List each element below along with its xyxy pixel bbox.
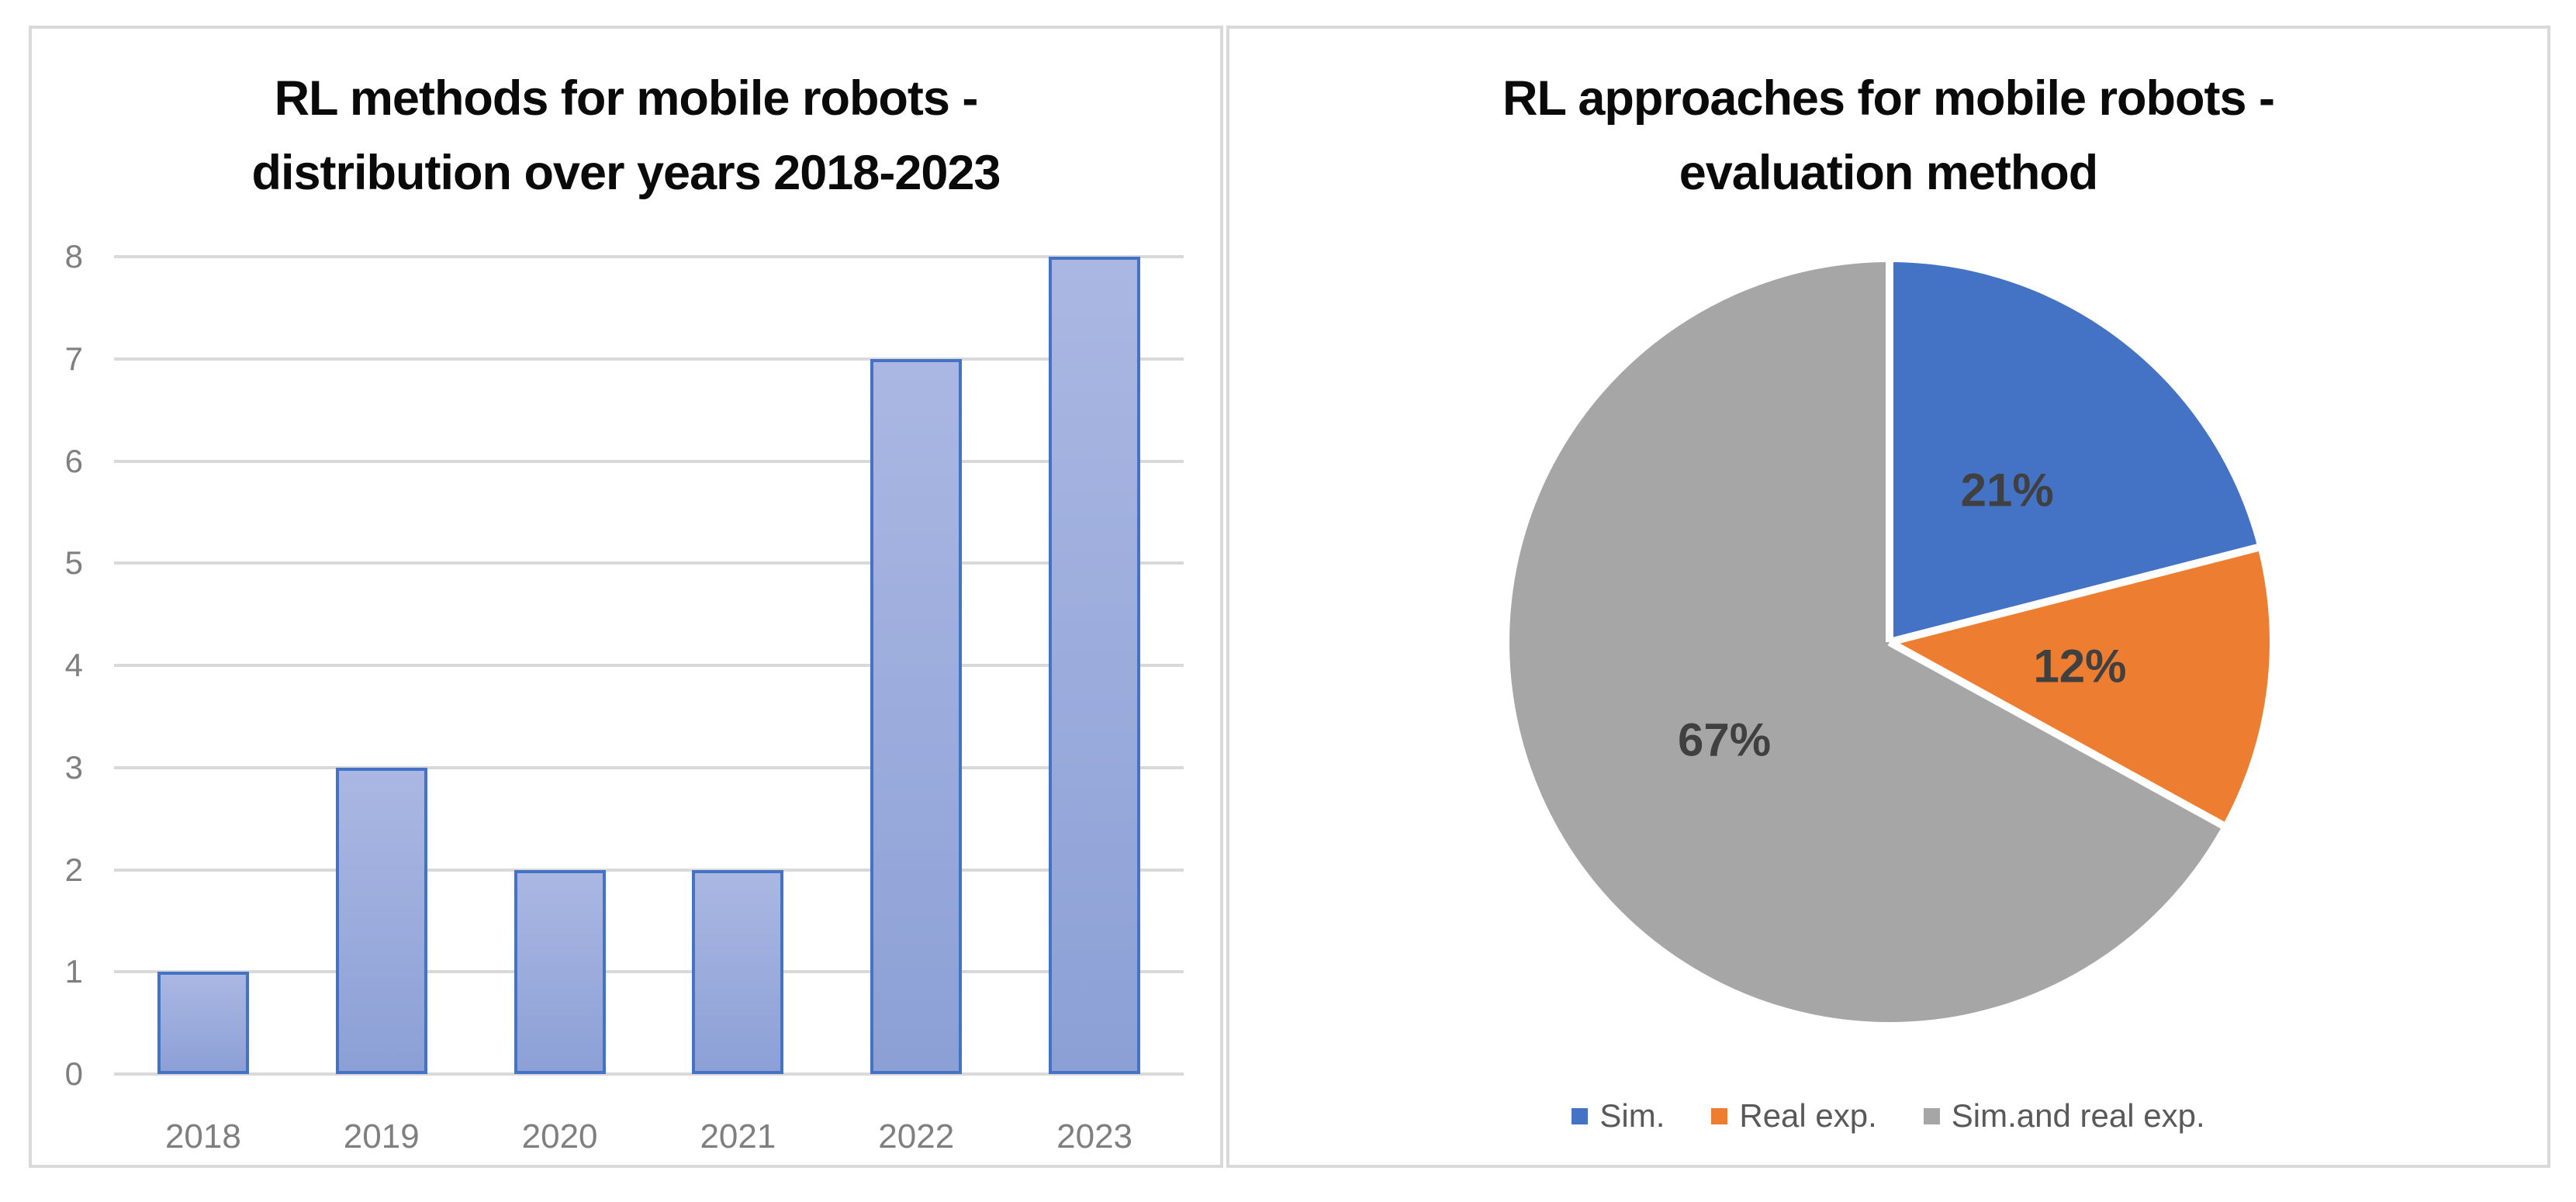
bar bbox=[513, 869, 606, 1074]
legend-swatch bbox=[1711, 1107, 1728, 1124]
pie-data-label: 21% bbox=[1960, 464, 2054, 516]
gridline bbox=[114, 561, 1184, 565]
x-axis-category-label: 2022 bbox=[878, 1117, 955, 1155]
bar bbox=[692, 869, 784, 1074]
legend-item: Sim.and real exp. bbox=[1923, 1097, 2205, 1135]
pie-chart-title: RL approaches for mobile robots - evalua… bbox=[1229, 61, 2547, 210]
bar-chart-panel: RL methods for mobile robots - distribut… bbox=[29, 26, 1223, 1168]
x-axis-category-label: 2019 bbox=[343, 1117, 420, 1155]
bar-plot-area bbox=[114, 255, 1184, 1076]
y-axis-tick-label: 2 bbox=[64, 851, 83, 888]
y-axis-tick-label: 4 bbox=[64, 647, 83, 683]
x-axis-category-label: 2018 bbox=[164, 1117, 241, 1155]
x-axis-category-label: 2023 bbox=[1056, 1117, 1133, 1155]
legend-item: Real exp. bbox=[1711, 1097, 1877, 1135]
gridline bbox=[114, 357, 1184, 361]
bar bbox=[870, 358, 963, 1074]
y-axis-tick-label: 6 bbox=[64, 442, 83, 479]
y-axis-tick-label: 0 bbox=[64, 1055, 83, 1092]
legend-label: Sim.and real exp. bbox=[1951, 1097, 2205, 1134]
y-axis-tick-label: 1 bbox=[64, 953, 83, 990]
pie-chart-title-line1: RL approaches for mobile robots - bbox=[1502, 71, 2275, 126]
gridline bbox=[114, 255, 1184, 258]
bar bbox=[1049, 257, 1141, 1074]
bar bbox=[157, 972, 249, 1074]
y-axis-tick-label: 3 bbox=[64, 748, 83, 786]
bar-chart-title-line2: distribution over years 2018-2023 bbox=[251, 146, 1001, 200]
x-axis-category-label: 2021 bbox=[700, 1117, 776, 1155]
bar-chart-title: RL methods for mobile robots - distribut… bbox=[32, 61, 1220, 210]
y-axis-tick-label: 8 bbox=[64, 238, 83, 275]
gridline bbox=[114, 970, 1184, 974]
gridline bbox=[114, 459, 1184, 463]
gridline bbox=[114, 765, 1184, 769]
pie-slice-separator bbox=[1886, 262, 1893, 642]
pie-legend: Sim. Real exp. Sim.and real exp. bbox=[1229, 1097, 2547, 1135]
gridline bbox=[114, 664, 1184, 667]
x-axis-category-label: 2020 bbox=[521, 1117, 598, 1155]
legend-label: Sim. bbox=[1599, 1097, 1665, 1134]
gridline bbox=[114, 868, 1184, 872]
pie-chart-panel: RL approaches for mobile robots - evalua… bbox=[1226, 26, 2550, 1168]
pie-data-label: 67% bbox=[1677, 713, 1772, 766]
y-axis-tick-label: 5 bbox=[64, 544, 83, 582]
bar bbox=[335, 767, 427, 1074]
y-axis-tick-label: 7 bbox=[64, 340, 83, 377]
legend-swatch bbox=[1572, 1107, 1589, 1124]
gridline bbox=[114, 1072, 1184, 1076]
legend-label: Real exp. bbox=[1739, 1097, 1877, 1134]
legend-item: Sim. bbox=[1572, 1097, 1665, 1135]
pie-data-label: 12% bbox=[2033, 640, 2127, 693]
pie-chart-title-line2: evaluation method bbox=[1679, 146, 2099, 200]
legend-swatch bbox=[1923, 1107, 1940, 1124]
bar-chart-title-line1: RL methods for mobile robots - bbox=[274, 71, 979, 126]
